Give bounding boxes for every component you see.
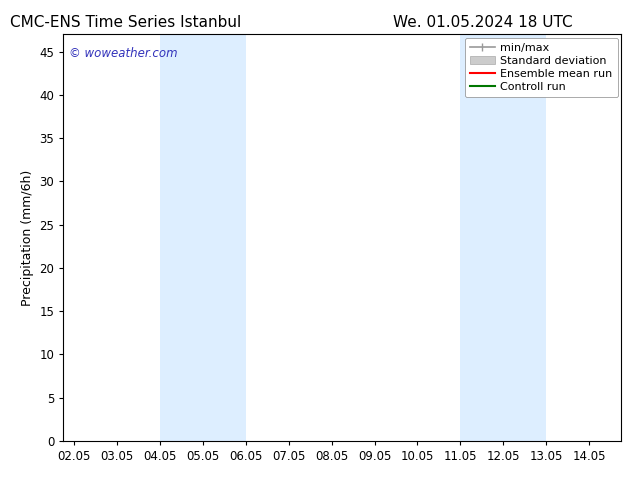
Text: We. 01.05.2024 18 UTC: We. 01.05.2024 18 UTC xyxy=(393,15,573,30)
Text: CMC-ENS Time Series Istanbul: CMC-ENS Time Series Istanbul xyxy=(10,15,241,30)
Legend: min/max, Standard deviation, Ensemble mean run, Controll run: min/max, Standard deviation, Ensemble me… xyxy=(465,38,618,97)
Bar xyxy=(160,34,246,441)
Bar xyxy=(460,34,547,441)
Text: © woweather.com: © woweather.com xyxy=(69,47,178,59)
Y-axis label: Precipitation (mm/6h): Precipitation (mm/6h) xyxy=(21,170,34,306)
